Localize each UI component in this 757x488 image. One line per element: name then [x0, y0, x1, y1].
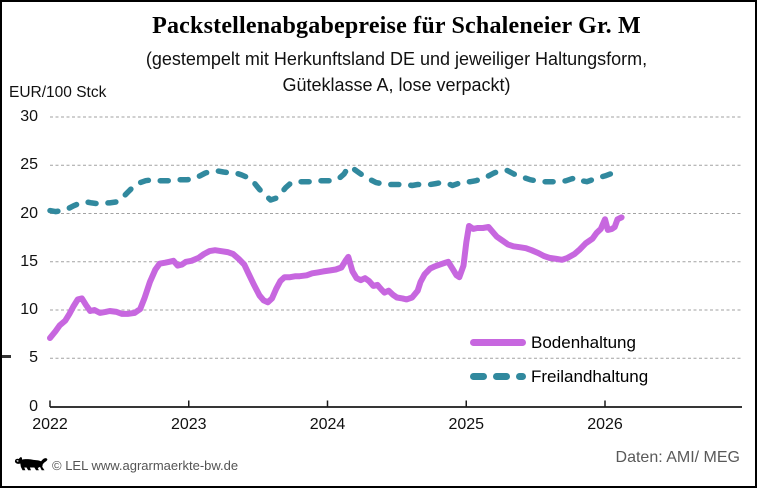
series-bodenhaltung	[47, 214, 625, 341]
chart-title: Packstellenabgabepreise für Schaleneier …	[152, 13, 641, 39]
y-tick-label: 20	[20, 204, 38, 222]
x-tick-label: 2023	[170, 416, 207, 433]
data-source-text: Daten: AMI/ MEG	[615, 449, 740, 466]
x-tick-label: 2025	[448, 416, 485, 433]
y-tick-label: 15	[20, 252, 38, 270]
y-tick-label: 0	[29, 397, 38, 415]
legend-label-bodenhaltung: Bodenhaltung	[531, 333, 636, 352]
lel-lion-logo-icon	[14, 457, 48, 471]
copyright-text: © LEL www.agrarmaerkte-bw.de	[52, 458, 239, 473]
frame-tick-mark	[2, 355, 11, 358]
x-tick-label: 2022	[32, 416, 68, 433]
y-tick-label: 25	[20, 156, 38, 174]
dash-segment-icon	[516, 373, 526, 380]
x-tick-label: 2024	[309, 416, 346, 433]
y-tick-label: 30	[20, 108, 38, 125]
x-tick-label: 2026	[587, 416, 623, 433]
chart-subtitle-line2: Güteklasse A, lose verpackt)	[282, 75, 511, 95]
series-freilandhaltung	[47, 164, 625, 215]
chart-subtitle-line1: (gestempelt mit Herkunftsland DE und jew…	[145, 49, 648, 69]
dash-segment-icon	[470, 373, 487, 380]
y-tick-label: 5	[29, 349, 38, 367]
y-axis-unit-label: EUR/100 Stck	[9, 84, 107, 101]
dash-segment-icon	[493, 373, 510, 380]
legend-swatch-bodenhaltung	[470, 339, 526, 346]
legend-swatch-freilandhaltung	[470, 373, 528, 380]
y-tick-label: 10	[20, 301, 38, 318]
legend-label-freilandhaltung: Freilandhaltung	[531, 367, 649, 386]
